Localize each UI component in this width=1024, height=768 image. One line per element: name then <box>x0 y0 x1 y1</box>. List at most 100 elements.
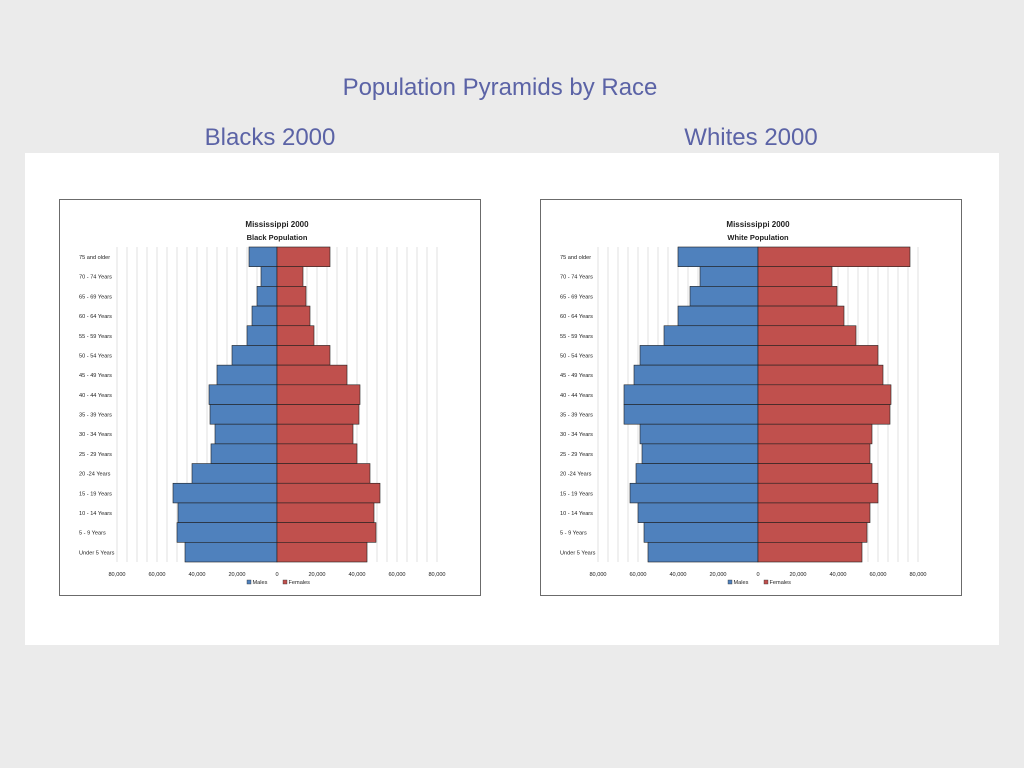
c1-female-bar <box>757 522 868 543</box>
c0-female-bar <box>276 364 348 386</box>
c1-female-bar <box>757 384 892 405</box>
c1-female-bar <box>757 305 845 327</box>
c1-legend-females-swatch <box>763 579 769 585</box>
c1-chart-subtitle: White Population <box>727 233 789 242</box>
c0-x-tick-label: 40,000 <box>348 572 365 578</box>
c0-female-bar <box>276 522 377 543</box>
c0-male-bar <box>210 443 278 464</box>
c0-age-label: 30 - 34 Years <box>79 432 112 438</box>
c1-age-label: 50 - 54 Years <box>560 353 593 359</box>
c1-chart-title: Mississippi 2000 <box>726 220 790 229</box>
c1-male-bar <box>699 266 759 287</box>
c1-age-label: 5 - 9 Years <box>560 531 587 537</box>
c0-female-bar <box>276 325 315 346</box>
c1-age-label: Under 5 Years <box>560 550 596 556</box>
right-subtitle: Whites 2000 <box>684 124 818 151</box>
c1-x-tick-label: 60,000 <box>869 572 886 578</box>
black-population-chart: Mississippi 2000 Black Population 75 and o… <box>59 199 481 596</box>
c0-female-bar <box>276 423 354 445</box>
black-population-pyramid: Mississippi 2000 Black Population 75 and o… <box>79 220 446 586</box>
c1-male-bar <box>635 463 759 484</box>
c0-female-bar <box>276 246 331 267</box>
left-subtitle: Blacks 2000 <box>204 124 336 151</box>
c1-x-tick-label: 0 <box>756 572 759 578</box>
c0-male-bar <box>260 266 278 287</box>
c1-age-label: 75 and older <box>560 255 591 261</box>
c1-female-bar <box>757 404 891 425</box>
c0-male-bar <box>246 325 278 346</box>
c0-x-tick-label: 20,000 <box>228 572 245 578</box>
c0-male-bar <box>216 364 278 386</box>
c0-female-bar <box>276 305 311 327</box>
c0-x-tick-label: 0 <box>275 572 278 578</box>
c1-female-bar <box>757 286 838 307</box>
white-population-chart: Mississippi 2000 White Population 75 and o… <box>540 199 962 596</box>
c0-x-tick-label: 80,000 <box>108 572 125 578</box>
c0-age-label: 5 - 9 Years <box>79 531 106 537</box>
c1-female-bar <box>757 463 873 484</box>
c0-x-tick-label: 20,000 <box>308 572 325 578</box>
c1-x-tick-label: 80,000 <box>909 572 926 578</box>
c0-age-label: 70 - 74 Years <box>79 275 112 281</box>
c1-age-label: 60 - 64 Years <box>560 314 593 320</box>
c1-age-label: 30 - 34 Years <box>560 432 593 438</box>
c0-female-bar <box>276 482 381 504</box>
c0-age-label: 20 -24 Years <box>79 472 111 478</box>
c1-male-bar <box>637 502 759 523</box>
c1-age-label: 55 - 59 Years <box>560 334 593 340</box>
c1-female-bar <box>757 542 863 563</box>
c1-age-label: 10 - 14 Years <box>560 511 593 517</box>
c1-male-bar <box>623 404 759 425</box>
c0-male-bar <box>176 522 278 543</box>
c0-male-bar <box>248 246 278 267</box>
c0-age-label: 40 - 44 Years <box>79 393 112 399</box>
c0-male-bar <box>208 384 278 405</box>
c0-female-bar <box>276 463 371 484</box>
c1-male-bar <box>633 364 759 386</box>
c1-x-tick-label: 80,000 <box>589 572 606 578</box>
c0-age-label: 15 - 19 Years <box>79 491 112 497</box>
c1-male-bar <box>643 522 759 543</box>
c0-male-bar <box>214 423 278 445</box>
c1-age-label: 15 - 19 Years <box>560 491 593 497</box>
c1-male-bar <box>663 325 759 346</box>
c1-x-tick-label: 40,000 <box>829 572 846 578</box>
c1-male-bar <box>647 542 759 563</box>
c1-male-bar <box>689 286 759 307</box>
slide-title: Population Pyramids by Race <box>342 74 658 101</box>
c0-legend-females-label: Females <box>289 580 311 586</box>
c1-age-label: 20 -24 Years <box>560 472 592 478</box>
c0-female-bar <box>276 542 368 563</box>
c1-legend-females-label: Females <box>770 580 792 586</box>
c0-male-bar <box>251 305 278 327</box>
c1-female-bar <box>757 482 879 504</box>
c1-x-tick-label: 20,000 <box>709 572 726 578</box>
c1-age-label: 25 - 29 Years <box>560 452 593 458</box>
c0-age-label: 65 - 69 Years <box>79 294 112 300</box>
c0-female-bar <box>276 502 375 523</box>
c1-male-bar <box>623 384 759 405</box>
c1-female-bar <box>757 246 911 267</box>
c0-chart-subtitle: Black Population <box>247 233 308 242</box>
c1-age-label: 70 - 74 Years <box>560 275 593 281</box>
c1-legend-males-swatch <box>727 579 733 585</box>
c1-female-bar <box>757 443 871 464</box>
c0-male-bar <box>172 482 278 504</box>
c1-age-label: 45 - 49 Years <box>560 373 593 379</box>
c0-x-tick-label: 60,000 <box>148 572 165 578</box>
c1-age-label: 35 - 39 Years <box>560 413 593 419</box>
c0-female-bar <box>276 384 361 405</box>
c0-female-bar <box>276 266 304 287</box>
c0-age-label: 45 - 49 Years <box>79 373 112 379</box>
c1-male-bar <box>641 443 759 464</box>
c1-age-label: 65 - 69 Years <box>560 294 593 300</box>
c0-legend-females-swatch <box>282 579 288 585</box>
c1-male-bar <box>677 305 759 327</box>
c0-age-label: 35 - 39 Years <box>79 413 112 419</box>
c1-female-bar <box>757 502 871 523</box>
c0-age-label: 75 and older <box>79 255 110 261</box>
c0-female-bar <box>276 404 360 425</box>
c0-female-bar <box>276 286 307 307</box>
c1-male-bar <box>639 345 759 366</box>
c0-male-bar <box>209 404 278 425</box>
